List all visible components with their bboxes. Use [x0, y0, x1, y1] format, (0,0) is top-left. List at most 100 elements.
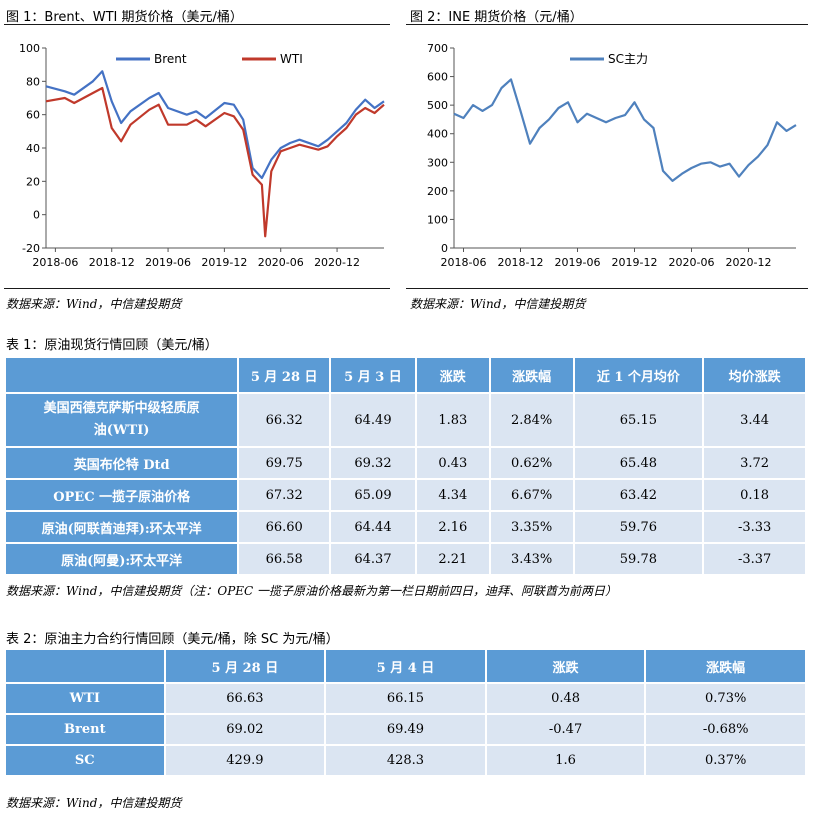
x-tick-label: 2018-12 — [498, 256, 544, 269]
y-tick-label: 700 — [427, 42, 448, 55]
table-cell: 1.6 — [484, 744, 647, 777]
table-cell: 4.34 — [414, 478, 491, 512]
table-cell: 0.43 — [414, 446, 491, 480]
x-tick-label: 2018-06 — [441, 256, 487, 269]
table-cell: 2.84% — [488, 392, 575, 448]
table-cell: 65.15 — [572, 392, 705, 448]
table2-header-cell: 涨跌幅 — [644, 648, 807, 684]
table-cell: 0.48 — [484, 682, 647, 715]
table-cell: 59.78 — [572, 542, 705, 576]
table-row: SC 429.9 428.3 1.6 0.37% — [4, 744, 807, 777]
y-tick-label: 600 — [427, 71, 448, 84]
table1: 5 月 28 日 5 月 3 日 涨跌 涨跌幅 近 1 个月均价 均价涨跌 美国… — [3, 356, 807, 576]
table-cell: 66.63 — [163, 682, 327, 715]
x-tick-label: 2018-12 — [89, 256, 135, 269]
table-cell: 63.42 — [572, 478, 705, 512]
y-tick-label: 100 — [19, 42, 40, 55]
table-cell: 66.60 — [237, 510, 332, 544]
table-cell: 66.15 — [324, 682, 487, 715]
x-tick-label: 2019-12 — [612, 256, 658, 269]
table-row: 英国布伦特 Dtd 69.75 69.32 0.43 0.62% 65.48 3… — [3, 446, 807, 480]
table-cell: -0.47 — [484, 713, 647, 746]
x-tick-label: 2020-12 — [314, 256, 360, 269]
table-cell: 6.67% — [488, 478, 575, 512]
table-row: Brent 69.02 69.49 -0.47 -0.68% — [4, 713, 807, 746]
figure1-source: 数据来源：Wind，中信建投期货 — [6, 297, 182, 311]
row-header: WTI — [4, 682, 166, 715]
table-cell: -0.68% — [644, 713, 807, 746]
y-tick-label: 0 — [33, 209, 40, 222]
table1-title: 表 1：原油现货行情回顾（美元/桶） — [6, 338, 218, 353]
table-cell: 0.62% — [488, 446, 575, 480]
table1-header-corner — [3, 356, 240, 394]
table-cell: 64.44 — [329, 510, 417, 544]
figure2-bottom-rule — [406, 288, 808, 289]
y-tick-label: -20 — [22, 242, 40, 255]
series-line-0 — [45, 70, 385, 180]
y-tick-label: 60 — [26, 109, 40, 122]
x-tick-label: 2020-12 — [726, 256, 772, 269]
table-cell: 66.58 — [237, 542, 332, 576]
y-tick-label: 400 — [427, 128, 448, 141]
row-header-line: 美国西德克萨斯中级轻质原 — [43, 401, 200, 416]
row-header: Brent — [4, 713, 166, 746]
table-cell: 0.37% — [644, 744, 807, 777]
x-tick-label: 2019-06 — [145, 256, 191, 269]
figure2-source: 数据来源：Wind，中信建投期货 — [410, 297, 586, 311]
legend-label: WTI — [280, 52, 303, 66]
row-header-line: 油(WTI) — [93, 423, 150, 438]
y-tick-label: 200 — [427, 185, 448, 198]
table-cell: 428.3 — [324, 744, 487, 777]
figure1-bottom-rule — [4, 288, 390, 289]
y-tick-label: 0 — [441, 242, 448, 255]
table-cell: 69.02 — [163, 713, 327, 746]
y-tick-label: 500 — [427, 99, 448, 112]
table-cell: 0.18 — [702, 478, 807, 512]
legend-label: Brent — [154, 52, 187, 66]
table2-title: 表 2：原油主力合约行情回顾（美元/桶，除 SC 为元/桶） — [6, 632, 339, 647]
table-row: OPEC 一揽子原油价格 67.32 65.09 4.34 6.67% 63.4… — [3, 478, 807, 512]
x-tick-label: 2018-06 — [32, 256, 78, 269]
table2-header-cell: 5 月 4 日 — [324, 648, 487, 684]
table1-header-cell: 近 1 个月均价 — [572, 356, 705, 394]
table-cell: 1.83 — [414, 392, 491, 448]
row-header: 英国布伦特 Dtd — [3, 446, 240, 480]
table-row: WTI 66.63 66.15 0.48 0.73% — [4, 682, 807, 715]
row-header: 原油(阿曼):环太平洋 — [3, 542, 240, 576]
table2-source: 数据来源：Wind，中信建投期货 — [6, 796, 182, 810]
table-cell: 64.49 — [329, 392, 417, 448]
y-tick-label: 80 — [26, 75, 40, 88]
table-cell: -3.37 — [702, 542, 807, 576]
table1-header-cell: 5 月 3 日 — [329, 356, 417, 394]
table-row: 美国西德克萨斯中级轻质原 油(WTI) 66.32 64.49 1.83 2.84… — [3, 392, 807, 448]
table1-source: 数据来源：Wind，中信建投期货（注：OPEC 一揽子原油价格最新为第一栏日期前… — [6, 584, 618, 598]
table-cell: 0.73% — [644, 682, 807, 715]
table2-header-cell: 涨跌 — [484, 648, 647, 684]
table2: 5 月 28 日 5 月 4 日 涨跌 涨跌幅 WTI 66.63 66.15 … — [4, 648, 807, 777]
table-cell: 69.32 — [329, 446, 417, 480]
x-tick-label: 2020-06 — [669, 256, 715, 269]
table2-header-corner — [4, 648, 166, 684]
table1-header-cell: 涨跌 — [414, 356, 491, 394]
table-cell: 59.76 — [572, 510, 705, 544]
x-tick-label: 2020-06 — [258, 256, 304, 269]
figure1-top-rule — [4, 24, 390, 25]
y-tick-label: 100 — [427, 213, 448, 226]
table-cell: 3.43% — [488, 542, 575, 576]
x-tick-label: 2019-06 — [555, 256, 601, 269]
table-cell: 2.16 — [414, 510, 491, 544]
row-header: OPEC 一揽子原油价格 — [3, 478, 240, 512]
table1-header-cell: 均价涨跌 — [702, 356, 807, 394]
table-row: 原油(阿曼):环太平洋 66.58 64.37 2.21 3.43% 59.78… — [3, 542, 807, 576]
row-header: SC — [4, 744, 166, 777]
table-cell: 429.9 — [163, 744, 327, 777]
y-tick-label: 40 — [26, 142, 40, 155]
x-tick-label: 2019-12 — [201, 256, 247, 269]
figure1-title: 图 1：Brent、WTI 期货价格（美元/桶） — [6, 10, 243, 25]
legend-label: SC主力 — [608, 52, 648, 66]
table-cell: -3.33 — [702, 510, 807, 544]
series-line-1 — [45, 86, 385, 238]
row-header: 原油(阿联酋迪拜):环太平洋 — [3, 510, 240, 544]
table1-header-cell: 涨跌幅 — [488, 356, 575, 394]
